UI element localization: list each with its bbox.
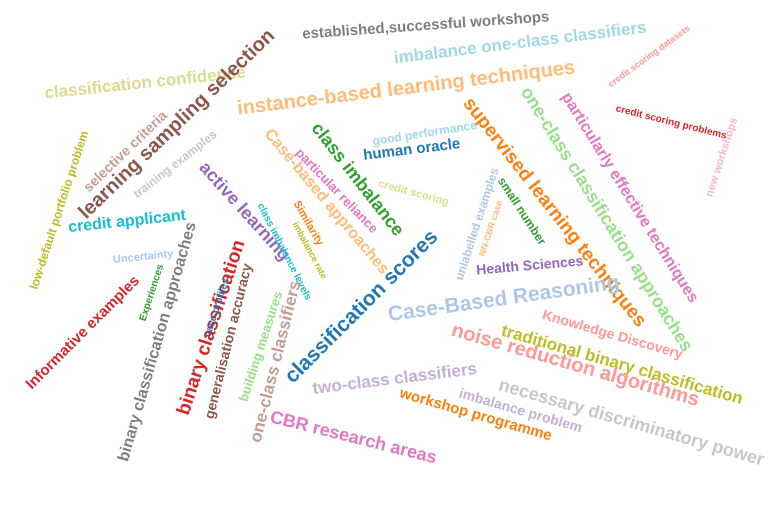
word: Health Sciences bbox=[475, 252, 584, 278]
word: learning sampling selection bbox=[74, 24, 280, 224]
word: Uncertainty bbox=[112, 247, 174, 267]
word: credit scoring problems bbox=[614, 103, 728, 142]
word: Informative examples bbox=[22, 272, 143, 393]
word: CBR research areas bbox=[268, 406, 439, 468]
word: two-class classifiers bbox=[311, 358, 478, 399]
